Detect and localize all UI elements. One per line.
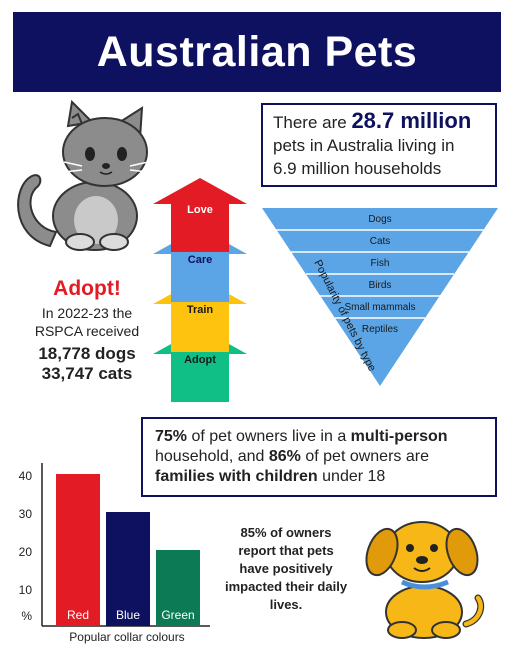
y-axis-unit: % [21,609,32,623]
pet-stats-box: There are 28.7 million pets in Australia… [261,103,497,187]
arrow-label-care: Care [187,254,213,266]
adopt-cats-count: 33,747 cats [41,364,133,383]
info-text-2: household, and [155,448,269,465]
y-tick-20: 20 [18,545,32,559]
owner-impact-quote: 85% of owners report that pets have posi… [224,525,348,612]
collar-colour-chart: 40 30 20 10 % Red Blue Green Popular colla… [0,455,214,660]
pyramid-item-small-mammals: Small mammals [344,302,416,313]
household-info-box: 75% of pet owners live in a multi-person… [141,417,497,497]
arrow-label-adopt: Adopt [184,354,216,366]
arrow-stack-graphic [153,178,247,402]
bar-label-red: Red [67,608,89,622]
dog-illustration [365,521,485,639]
stats-line2: pets in Australia living in [273,136,455,155]
y-tick-40: 40 [18,469,32,483]
adopt-heading: Adopt! [53,277,121,300]
bar-red [56,474,100,626]
bar-label-blue: Blue [116,608,140,622]
stats-total-pets: 28.7 million [351,108,472,133]
pyramid-item-birds: Birds [368,280,392,291]
info-multi-person: multi-person [350,428,448,445]
info-text-4: under 18 [317,468,386,485]
chart-plot-area: Red Blue Green [41,463,210,627]
pyramid-graphic [262,208,498,386]
y-tick-10: 10 [18,583,32,597]
adopt-dogs-count: 18,778 dogs [38,344,136,363]
pyramid-item-cats: Cats [369,236,391,247]
bar-blue [106,512,150,626]
cat-illustration [17,99,149,251]
arrow-stack: Love Care Train Adopt [153,174,247,402]
pyramid-item-dogs: Dogs [368,214,392,225]
arrow-love [153,178,247,252]
arrow-label-train: Train [186,304,214,316]
bar-green [156,550,200,626]
arrow-label-love: Love [187,204,213,216]
x-axis-title: Popular collar colours [69,630,185,644]
info-pct-families: 86% [268,448,301,465]
title-banner: Australian Pets [13,12,501,92]
info-families-children: families with children [155,468,318,485]
stats-line3: 6.9 million households [273,159,442,178]
pyramid-item-reptiles: Reptiles [361,324,399,335]
stats-line1-prefix: There are [273,113,347,132]
info-text-1: of pet owners live in a [187,428,351,445]
adopt-line1: In 2022-23 the [41,305,133,321]
pyramid-item-fish: Fish [370,258,390,269]
bar-label-green: Green [161,608,194,622]
adopt-line2: RSPCA received [34,323,140,339]
y-tick-30: 30 [18,507,32,521]
info-pct-multi-person: 75% [155,428,188,445]
info-text-3: of pet owners are [300,448,429,465]
page-title: Australian Pets [96,27,418,76]
pet-popularity-pyramid: Dogs Cats Fish Birds Small mammals Repti… [262,208,498,388]
